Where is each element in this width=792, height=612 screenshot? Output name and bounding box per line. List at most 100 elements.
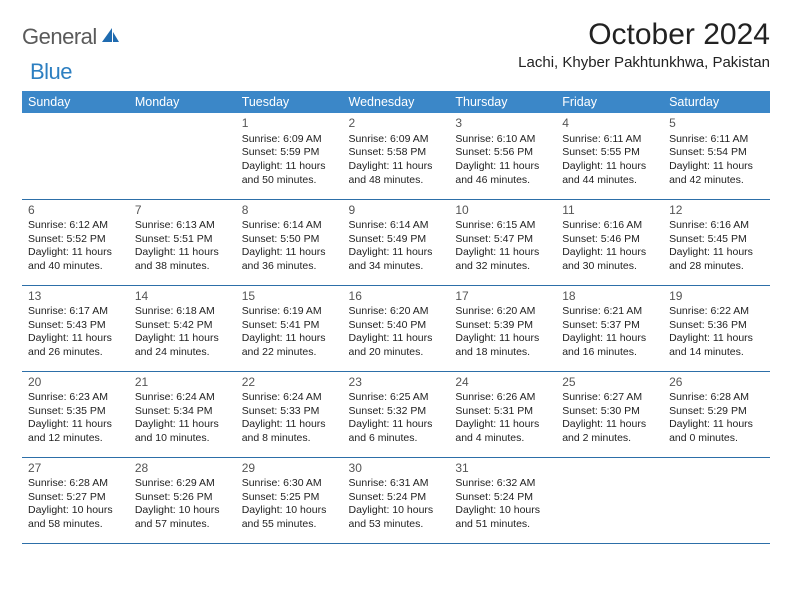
calendar-cell: 17Sunrise: 6:20 AMSunset: 5:39 PMDayligh… (449, 285, 556, 371)
day-number: 23 (349, 375, 444, 391)
daylight2-text: and 2 minutes. (562, 432, 657, 446)
day-header: Tuesday (236, 91, 343, 113)
sunset-text: Sunset: 5:29 PM (669, 405, 764, 419)
sunset-text: Sunset: 5:30 PM (562, 405, 657, 419)
daylight2-text: and 42 minutes. (669, 174, 764, 188)
sunset-text: Sunset: 5:36 PM (669, 319, 764, 333)
sunset-text: Sunset: 5:32 PM (349, 405, 444, 419)
calendar-cell (556, 457, 663, 543)
sunrise-text: Sunrise: 6:12 AM (28, 219, 123, 233)
sunrise-text: Sunrise: 6:30 AM (242, 477, 337, 491)
daylight1-text: Daylight: 11 hours (562, 246, 657, 260)
sunset-text: Sunset: 5:45 PM (669, 233, 764, 247)
sunset-text: Sunset: 5:34 PM (135, 405, 230, 419)
daylight1-text: Daylight: 11 hours (349, 160, 444, 174)
calendar-cell: 8Sunrise: 6:14 AMSunset: 5:50 PMDaylight… (236, 199, 343, 285)
calendar-cell: 23Sunrise: 6:25 AMSunset: 5:32 PMDayligh… (343, 371, 450, 457)
day-header: Sunday (22, 91, 129, 113)
daylight1-text: Daylight: 11 hours (669, 246, 764, 260)
day-number: 12 (669, 203, 764, 219)
sunrise-text: Sunrise: 6:32 AM (455, 477, 550, 491)
calendar-cell: 9Sunrise: 6:14 AMSunset: 5:49 PMDaylight… (343, 199, 450, 285)
sunrise-text: Sunrise: 6:19 AM (242, 305, 337, 319)
sunset-text: Sunset: 5:55 PM (562, 146, 657, 160)
calendar-cell: 1Sunrise: 6:09 AMSunset: 5:59 PMDaylight… (236, 113, 343, 199)
daylight2-text: and 50 minutes. (242, 174, 337, 188)
daylight2-text: and 4 minutes. (455, 432, 550, 446)
sunset-text: Sunset: 5:56 PM (455, 146, 550, 160)
daylight1-text: Daylight: 11 hours (242, 418, 337, 432)
sunset-text: Sunset: 5:47 PM (455, 233, 550, 247)
sunset-text: Sunset: 5:27 PM (28, 491, 123, 505)
day-number: 20 (28, 375, 123, 391)
daylight1-text: Daylight: 11 hours (455, 246, 550, 260)
logo-text-blue: Blue (30, 59, 72, 85)
day-number: 9 (349, 203, 444, 219)
daylight2-text: and 44 minutes. (562, 174, 657, 188)
daylight2-text: and 34 minutes. (349, 260, 444, 274)
day-number: 24 (455, 375, 550, 391)
daylight1-text: Daylight: 10 hours (455, 504, 550, 518)
sunrise-text: Sunrise: 6:31 AM (349, 477, 444, 491)
sunrise-text: Sunrise: 6:11 AM (562, 133, 657, 147)
day-number: 4 (562, 116, 657, 132)
calendar-cell: 31Sunrise: 6:32 AMSunset: 5:24 PMDayligh… (449, 457, 556, 543)
calendar-row: 1Sunrise: 6:09 AMSunset: 5:59 PMDaylight… (22, 113, 770, 199)
sunset-text: Sunset: 5:54 PM (669, 146, 764, 160)
day-number: 11 (562, 203, 657, 219)
calendar-row: 13Sunrise: 6:17 AMSunset: 5:43 PMDayligh… (22, 285, 770, 371)
daylight1-text: Daylight: 11 hours (669, 332, 764, 346)
day-number: 19 (669, 289, 764, 305)
daylight2-text: and 16 minutes. (562, 346, 657, 360)
daylight2-text: and 30 minutes. (562, 260, 657, 274)
sunrise-text: Sunrise: 6:09 AM (349, 133, 444, 147)
daylight2-text: and 46 minutes. (455, 174, 550, 188)
sunset-text: Sunset: 5:31 PM (455, 405, 550, 419)
calendar-cell: 4Sunrise: 6:11 AMSunset: 5:55 PMDaylight… (556, 113, 663, 199)
daylight2-text: and 22 minutes. (242, 346, 337, 360)
daylight1-text: Daylight: 11 hours (135, 418, 230, 432)
sunset-text: Sunset: 5:33 PM (242, 405, 337, 419)
day-header: Thursday (449, 91, 556, 113)
sunrise-text: Sunrise: 6:26 AM (455, 391, 550, 405)
daylight2-text: and 14 minutes. (669, 346, 764, 360)
daylight2-text: and 38 minutes. (135, 260, 230, 274)
sunset-text: Sunset: 5:58 PM (349, 146, 444, 160)
calendar-cell: 24Sunrise: 6:26 AMSunset: 5:31 PMDayligh… (449, 371, 556, 457)
daylight2-text: and 10 minutes. (135, 432, 230, 446)
daylight2-text: and 0 minutes. (669, 432, 764, 446)
sunrise-text: Sunrise: 6:20 AM (455, 305, 550, 319)
daylight1-text: Daylight: 11 hours (455, 160, 550, 174)
daylight1-text: Daylight: 11 hours (135, 246, 230, 260)
daylight1-text: Daylight: 11 hours (669, 160, 764, 174)
daylight2-text: and 55 minutes. (242, 518, 337, 532)
calendar-cell: 14Sunrise: 6:18 AMSunset: 5:42 PMDayligh… (129, 285, 236, 371)
daylight2-text: and 8 minutes. (242, 432, 337, 446)
sunset-text: Sunset: 5:59 PM (242, 146, 337, 160)
daylight1-text: Daylight: 10 hours (349, 504, 444, 518)
day-number: 13 (28, 289, 123, 305)
calendar-cell (22, 113, 129, 199)
daylight1-text: Daylight: 11 hours (28, 418, 123, 432)
sunrise-text: Sunrise: 6:25 AM (349, 391, 444, 405)
logo-sail-icon (100, 26, 120, 49)
daylight1-text: Daylight: 11 hours (455, 418, 550, 432)
day-number: 14 (135, 289, 230, 305)
day-header-row: Sunday Monday Tuesday Wednesday Thursday… (22, 91, 770, 113)
calendar-cell: 6Sunrise: 6:12 AMSunset: 5:52 PMDaylight… (22, 199, 129, 285)
sunrise-text: Sunrise: 6:18 AM (135, 305, 230, 319)
calendar-table: Sunday Monday Tuesday Wednesday Thursday… (22, 91, 770, 544)
sunrise-text: Sunrise: 6:28 AM (28, 477, 123, 491)
sunset-text: Sunset: 5:42 PM (135, 319, 230, 333)
sunset-text: Sunset: 5:52 PM (28, 233, 123, 247)
daylight2-text: and 40 minutes. (28, 260, 123, 274)
daylight1-text: Daylight: 11 hours (562, 160, 657, 174)
calendar-cell: 5Sunrise: 6:11 AMSunset: 5:54 PMDaylight… (663, 113, 770, 199)
page-title: October 2024 (518, 18, 770, 52)
daylight1-text: Daylight: 10 hours (135, 504, 230, 518)
sunset-text: Sunset: 5:26 PM (135, 491, 230, 505)
day-number: 30 (349, 461, 444, 477)
sunrise-text: Sunrise: 6:16 AM (669, 219, 764, 233)
calendar-cell: 12Sunrise: 6:16 AMSunset: 5:45 PMDayligh… (663, 199, 770, 285)
day-number: 26 (669, 375, 764, 391)
